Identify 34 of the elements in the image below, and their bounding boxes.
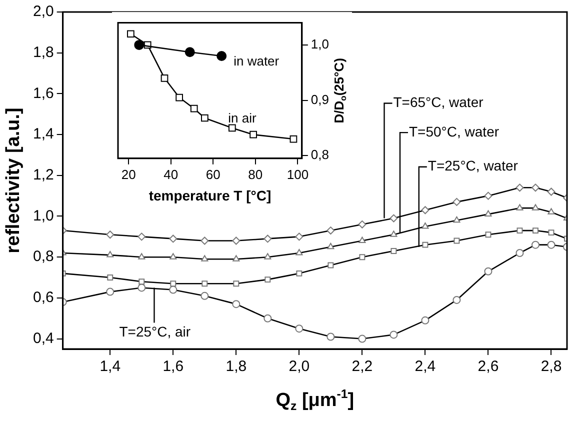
x-tick-label: 20 [121, 166, 136, 182]
x-tick-label: 60 [206, 166, 220, 182]
y-tick-label: 0,4 [32, 330, 54, 347]
x-tick-label: 80 [248, 166, 263, 182]
annotation: T=25°C, water [428, 158, 518, 174]
y2-axis-title: D/Do(25°C) [332, 58, 348, 124]
x-tick-label: 2,8 [540, 358, 562, 376]
y2-tick-label: 0,9 [310, 92, 330, 107]
x-tick-label: 100 [286, 166, 309, 182]
y-axis-title: reflectivity [a.u.] [3, 108, 24, 254]
x-tick-label: 2,0 [288, 358, 310, 376]
x-tick-label: 2,2 [352, 358, 373, 376]
y2-tick-label: 1,0 [310, 36, 330, 52]
y-tick-label: 1,6 [32, 84, 54, 102]
y-tick-label: 1,2 [32, 166, 54, 184]
series-label: in water [234, 54, 280, 69]
annotation: T=25°C, air [119, 324, 191, 340]
y-tick-label: 1,4 [32, 126, 54, 143]
y-tick-label: 1,8 [32, 44, 54, 61]
annotation: T=50°C, water [409, 123, 500, 140]
annotation: T=65°C, water [393, 94, 484, 110]
x-axis-title: temperature T [°C] [148, 187, 272, 204]
y-tick-label: 0,6 [32, 289, 54, 306]
x-tick-label: 2,4 [414, 358, 436, 376]
x-tick-label: 1,4 [100, 358, 121, 376]
y-tick-label: 1,0 [32, 207, 54, 224]
x-tick-label: 1,6 [162, 358, 184, 376]
y-tick-label: 2,0 [32, 3, 54, 20]
x-tick-label: 1,8 [226, 358, 247, 376]
y-tick-label: 0,8 [32, 248, 54, 266]
x-tick-label: 40 [164, 166, 178, 182]
series-label: in air [228, 110, 258, 126]
x-tick-label: 2,6 [478, 358, 499, 376]
y2-tick-label: 0,8 [310, 147, 330, 162]
